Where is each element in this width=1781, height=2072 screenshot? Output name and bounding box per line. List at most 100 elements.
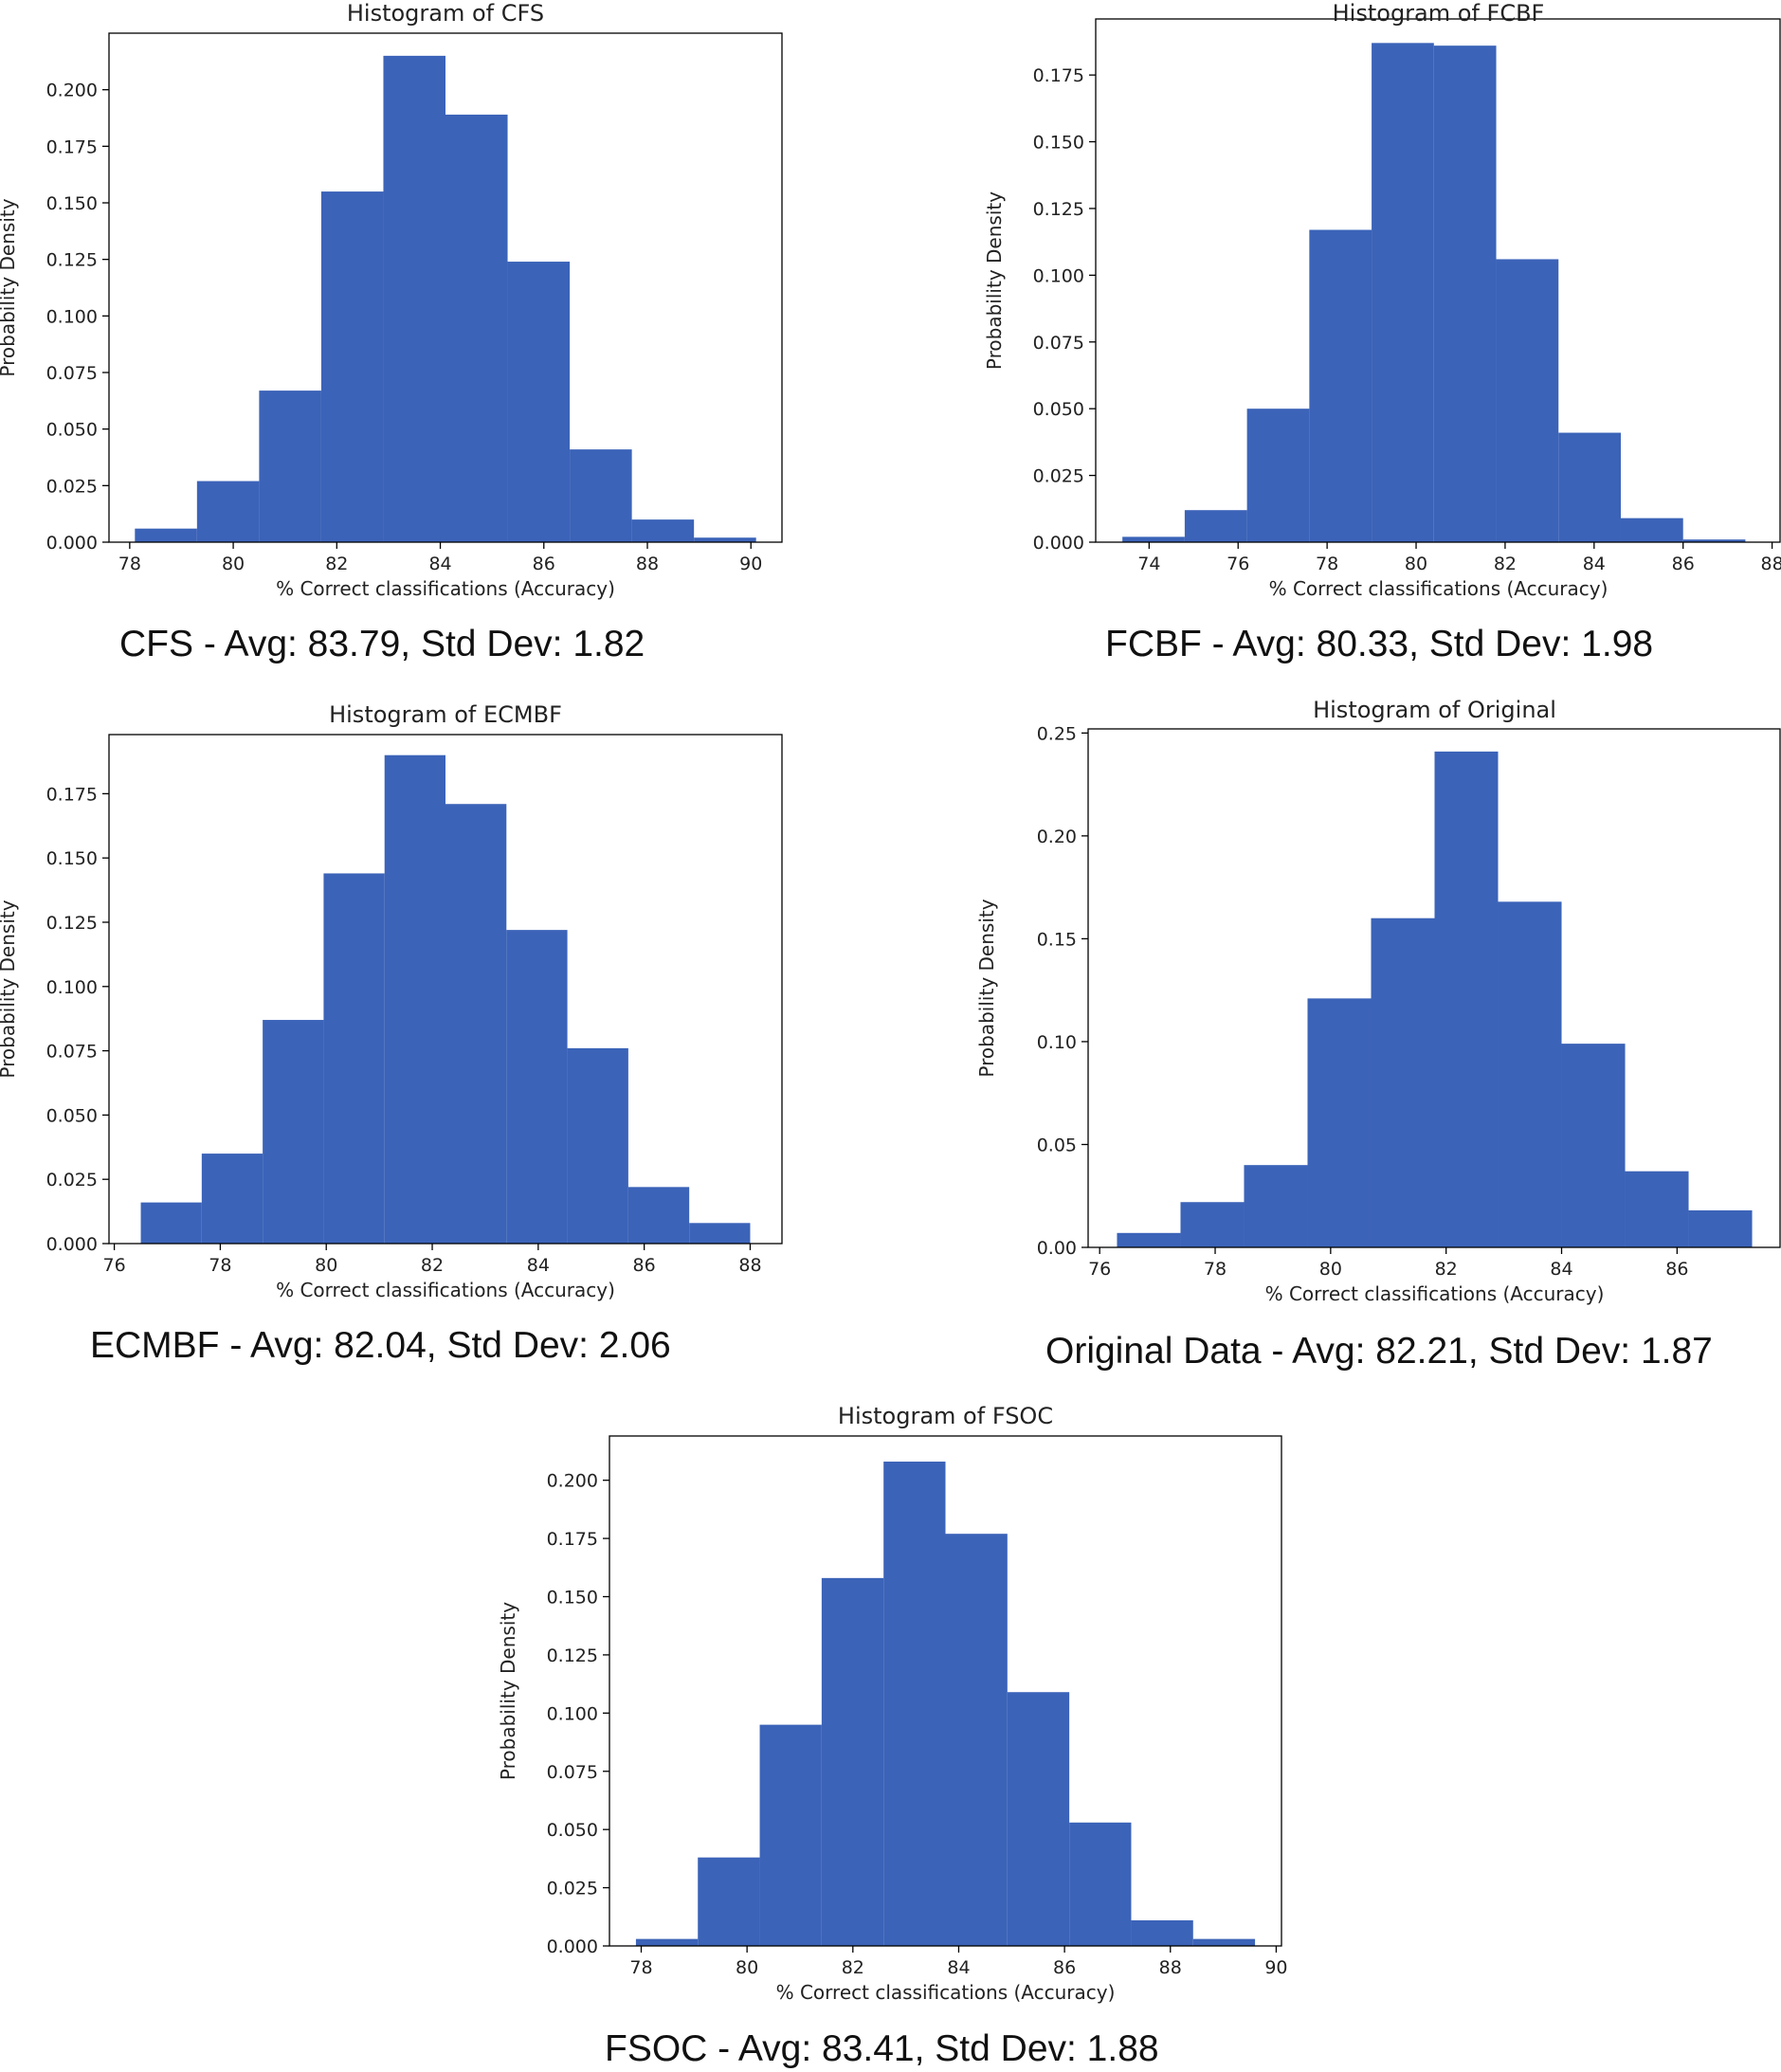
caption-ecmbf: ECMBF - Avg: 82.04, Std Dev: 2.06 xyxy=(90,1325,671,1366)
histogram-bar xyxy=(383,55,445,543)
x-tick-label: 74 xyxy=(1137,554,1160,574)
x-tick-label: 84 xyxy=(947,1957,970,1978)
y-tick-label: 0.200 xyxy=(547,1471,598,1492)
histogram-bar xyxy=(1122,536,1185,542)
x-tick-label: 82 xyxy=(842,1957,864,1978)
histogram-bar xyxy=(1688,1209,1753,1247)
histogram-chart-cfs: 0.000 0.025 0.050 0.075 0.100 0.125 0.150 0.175… xyxy=(0,0,783,600)
x-tick-label: 82 xyxy=(421,1255,444,1276)
histogram-panel-fcbf: 0.000 0.025 0.050 0.075 0.100 0.125 0.150 0.175… xyxy=(0,0,1781,701)
x-tick-label: 84 xyxy=(1583,554,1606,574)
y-tick-label: 0.125 xyxy=(547,1645,598,1666)
y-tick-label: 0.125 xyxy=(46,250,98,271)
histogram-bar xyxy=(1309,229,1372,542)
y-tick-label: 0.050 xyxy=(46,1105,98,1126)
histogram-bar xyxy=(821,1577,884,1946)
x-tick-label: 88 xyxy=(1761,554,1781,574)
caption-cfs: CFS - Avg: 83.79, Std Dev: 1.82 xyxy=(119,624,645,664)
chart-title: Histogram of FCBF xyxy=(1333,0,1545,27)
x-tick-label: 76 xyxy=(102,1255,125,1276)
histogram-bar xyxy=(445,114,508,543)
plot-frame xyxy=(1095,18,1781,543)
histogram-panel-original: 0.00 0.05 0.10 0.15 0.20 0.25 76 78 80 82 84 86 Hist… xyxy=(975,697,1781,1372)
y-axis-label: Probability Density xyxy=(0,900,19,1078)
histogram-bar xyxy=(1372,43,1434,543)
x-tick-label: 86 xyxy=(533,554,555,574)
histogram-chart-fcbf: 0.000 0.025 0.050 0.075 0.100 0.125 0.150 0.175… xyxy=(983,0,1781,600)
histogram-bar xyxy=(1307,998,1372,1247)
histogram-bar xyxy=(201,1154,264,1244)
x-tick-label: 82 xyxy=(325,554,348,574)
y-tick-label: 0.050 xyxy=(547,1820,598,1841)
histogram-bar xyxy=(1244,1165,1308,1247)
histogram-bar xyxy=(1434,751,1499,1247)
y-tick-label: 0.25 xyxy=(1037,723,1077,744)
histogram-panel-cfs: 0.000 0.025 0.050 0.075 0.100 0.125 0.150 0.175… xyxy=(0,0,853,701)
y-tick-label: 0.100 xyxy=(46,977,98,998)
histogram-bar xyxy=(1246,409,1310,542)
y-tick-label: 0.075 xyxy=(1033,333,1084,354)
histogram-bar xyxy=(1496,259,1559,542)
histogram-bar xyxy=(1117,1232,1181,1247)
x-tick-label: 78 xyxy=(629,1957,652,1978)
x-tick-label: 80 xyxy=(1319,1259,1342,1280)
histogram-bar xyxy=(759,1724,822,1946)
histogram-bar xyxy=(196,481,260,542)
x-axis-label: % Correct classifications (Accuracy) xyxy=(276,577,615,600)
histogram-bar xyxy=(259,391,321,542)
y-tick-label: 0.15 xyxy=(1037,929,1077,950)
histogram-bar xyxy=(694,537,756,542)
y-tick-label: 0.200 xyxy=(46,81,98,101)
histogram-bar xyxy=(135,528,197,542)
histogram-panel-ecmbf: 0.000 0.025 0.050 0.075 0.100 0.125 0.150 0.175… xyxy=(0,0,853,1384)
x-tick-label: 82 xyxy=(1494,554,1517,574)
histogram-bar xyxy=(1558,432,1621,542)
y-tick-label: 0.10 xyxy=(1037,1032,1077,1053)
x-axis-label: % Correct classifications (Accuracy) xyxy=(1265,1282,1605,1305)
y-tick-label: 0.125 xyxy=(46,913,98,934)
chart-title: Histogram of FSOC xyxy=(838,1403,1053,1429)
histogram-bar xyxy=(1069,1822,1132,1946)
y-tick-label: 0.000 xyxy=(1033,533,1084,554)
x-tick-label: 80 xyxy=(222,554,245,574)
chart-title: Histogram of CFS xyxy=(347,0,544,27)
x-tick-label: 80 xyxy=(1405,554,1427,574)
chart-title: Histogram of Original xyxy=(1313,697,1556,723)
caption-fcbf: FCBF - Avg: 80.33, Std Dev: 1.98 xyxy=(1105,624,1654,664)
y-tick-label: 0.150 xyxy=(1033,133,1084,154)
y-tick-label: 0.175 xyxy=(46,136,98,157)
y-tick-label: 0.150 xyxy=(46,193,98,214)
x-tick-label: 88 xyxy=(1159,1957,1182,1978)
y-tick-label: 0.00 xyxy=(1037,1238,1077,1259)
histogram-bar xyxy=(1007,1692,1070,1946)
plot-frame xyxy=(108,734,783,1245)
x-tick-label: 78 xyxy=(209,1255,231,1276)
x-axis-label: % Correct classifications (Accuracy) xyxy=(276,1279,615,1301)
y-tick-label: 0.100 xyxy=(1033,265,1084,286)
chart-title: Histogram of ECMBF xyxy=(329,701,562,728)
x-tick-label: 86 xyxy=(1672,554,1695,574)
x-tick-label: 76 xyxy=(1088,1259,1111,1280)
plot-frame xyxy=(1087,728,1781,1248)
histogram-chart-original: 0.00 0.05 0.10 0.15 0.20 0.25 76 78 80 82 84 86 Hist… xyxy=(975,697,1781,1305)
y-tick-label: 0.025 xyxy=(46,1170,98,1190)
histogram-bar xyxy=(689,1223,751,1244)
x-axis-label: % Correct classifications (Accuracy) xyxy=(776,1981,1116,2004)
plot-frame xyxy=(108,32,783,543)
x-tick-label: 86 xyxy=(633,1255,656,1276)
histogram-bar xyxy=(1433,45,1497,542)
y-tick-label: 0.175 xyxy=(46,784,98,805)
x-tick-label: 80 xyxy=(315,1255,337,1276)
histogram-bar xyxy=(384,754,445,1244)
plot-frame xyxy=(609,1435,1282,1947)
histogram-chart-ecmbf: 0.000 0.025 0.050 0.075 0.100 0.125 0.150 0.175… xyxy=(0,701,783,1301)
histogram-bar xyxy=(570,449,632,542)
histogram-bar xyxy=(1192,1938,1256,1946)
x-tick-label: 78 xyxy=(1204,1259,1227,1280)
x-tick-label: 86 xyxy=(1053,1957,1076,1978)
x-tick-label: 80 xyxy=(736,1957,758,1978)
histogram-bar xyxy=(1498,901,1562,1247)
histogram-bar xyxy=(1131,1919,1193,1946)
histogram-bar xyxy=(631,519,695,542)
